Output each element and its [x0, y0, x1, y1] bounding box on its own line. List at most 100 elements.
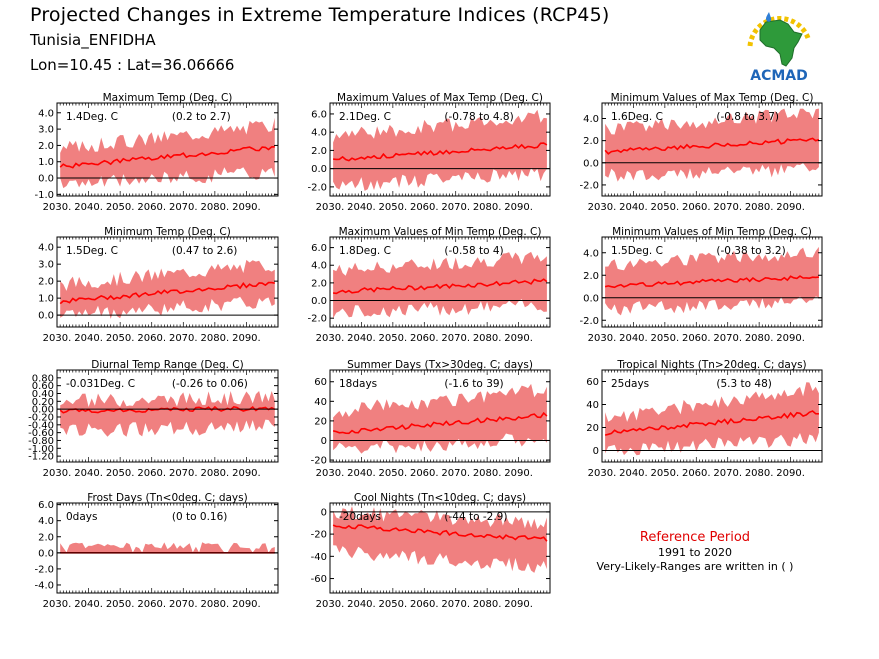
change-value: 0days: [66, 511, 97, 523]
page-title: Projected Changes in Extreme Temperature…: [30, 4, 610, 26]
y-tick-label: 6.0: [311, 243, 327, 254]
uncertainty-band: [333, 506, 547, 573]
reference-period-years: 1991 to 2020: [657, 546, 733, 559]
y-tick-label: 1.0: [38, 157, 54, 168]
uncertainty-band: [333, 251, 547, 319]
x-tick-label: 2040.: [347, 333, 376, 344]
likely-range: (-0.8 to 3.7): [716, 111, 779, 123]
x-tick-label: 2030.: [316, 468, 345, 479]
change-value: 1.6Deg. C: [611, 111, 663, 123]
x-tick-label: 2060.: [682, 333, 711, 344]
x-tick-label: 2070.: [169, 468, 198, 479]
x-tick-label: 2090.: [776, 333, 805, 344]
x-tick-label: 2040.: [347, 202, 376, 213]
x-tick-label: 2080.: [201, 333, 230, 344]
africa-map-icon: [759, 19, 803, 67]
station-name: Tunisia_ENFIDHA: [30, 31, 156, 49]
x-tick-label: 2090.: [776, 202, 805, 213]
x-tick-label: 2080.: [745, 468, 774, 479]
y-tick-label: -20: [311, 530, 327, 541]
x-tick-label: 2080.: [473, 202, 502, 213]
chart-title: Summer Days (Tx>30deg. C; days): [347, 359, 533, 371]
reference-period-box: Reference Period 1991 to 2020 Very-Likel…: [590, 530, 800, 573]
x-tick-label: 2050.: [651, 202, 680, 213]
station-coordinates: Lon=10.45 : Lat=36.06666: [30, 56, 235, 74]
uncertainty-band: [60, 117, 275, 189]
chart-title: Minimum Values of Max Temp (Deg. C): [611, 92, 814, 104]
y-tick-label: 4.0: [311, 128, 327, 139]
y-tick-label: 4.0: [583, 248, 599, 259]
chart-title: Minimum Temp (Deg. C): [104, 226, 231, 238]
likely-range: (-44 to -2.9): [444, 511, 507, 523]
x-tick-label: 2030.: [43, 599, 72, 610]
reference-period-note: Very-Likely-Ranges are written in ( ): [596, 560, 794, 573]
x-tick-label: 2070.: [713, 468, 742, 479]
x-tick-label: 2080.: [201, 202, 230, 213]
likely-range: (-0.58 to 4): [444, 245, 503, 257]
y-tick-label: 1.0: [38, 294, 54, 305]
x-tick-label: 2040.: [74, 599, 103, 610]
chart-panel: 6.0 4.0 2.0 0.0 -2.0 -4.0 2030. 2040. 2050. 2060.…: [34, 492, 279, 610]
chart-title: Cool Nights (Tn<10deg. C; days): [354, 492, 526, 504]
x-tick-label: 2040.: [619, 468, 648, 479]
y-tick-label: 0.0: [583, 293, 599, 304]
x-tick-label: 2060.: [137, 599, 166, 610]
likely-range: (-1.6 to 39): [444, 378, 503, 390]
y-tick-label: 2.0: [38, 141, 54, 152]
y-tick-label: -4.0: [34, 580, 54, 591]
x-tick-label: 2080.: [473, 468, 502, 479]
uncertainty-band: [60, 259, 275, 319]
x-tick-label: 2080.: [473, 333, 502, 344]
x-tick-label: 2050.: [106, 468, 135, 479]
y-tick-label: 4.0: [583, 114, 599, 125]
x-tick-label: 2030.: [316, 599, 345, 610]
x-tick-label: 2060.: [682, 468, 711, 479]
change-value: 1.8Deg. C: [339, 245, 391, 257]
x-tick-label: 2050.: [651, 333, 680, 344]
chart-title: Maximum Values of Max Temp (Deg. C): [337, 92, 543, 104]
x-tick-label: 2050.: [379, 202, 408, 213]
x-tick-label: 2060.: [682, 202, 711, 213]
x-tick-label: 2060.: [410, 468, 439, 479]
likely-range: (-0.78 to 4.8): [444, 111, 513, 123]
y-tick-label: 60: [586, 377, 599, 388]
uncertainty-band: [333, 383, 547, 454]
x-tick-label: 2070.: [713, 202, 742, 213]
change-value: 1.4Deg. C: [66, 111, 118, 123]
x-tick-label: 2090.: [232, 333, 261, 344]
y-tick-label: 2.0: [311, 278, 327, 289]
y-tick-label: -0.40: [28, 420, 54, 431]
uncertainty-band: [60, 391, 275, 437]
likely-range: (0.47 to 2.6): [172, 245, 238, 257]
change-value: -0.031Deg. C: [66, 378, 135, 390]
y-tick-label: 6.0: [38, 500, 54, 511]
y-tick-label: -2.0: [579, 180, 599, 191]
y-tick-label: -2.0: [34, 564, 54, 575]
x-tick-label: 2030.: [43, 468, 72, 479]
y-tick-label: 2.0: [38, 277, 54, 288]
likely-range: (0.2 to 2.7): [172, 111, 231, 123]
x-tick-label: 2070.: [169, 202, 198, 213]
y-tick-label: -0.20: [28, 412, 54, 423]
y-tick-label: -1.20: [28, 452, 54, 463]
y-tick-label: 0.40: [32, 389, 54, 400]
x-tick-label: 2040.: [347, 599, 376, 610]
y-tick-label: 3.0: [38, 125, 54, 136]
x-tick-label: 2030.: [588, 333, 617, 344]
chart-panel: 0 -20 -40 -60 2030. 2040. 2050. 2060. 2070. 2080.…: [311, 492, 551, 610]
likely-range: (-0.38 to 3.2): [716, 245, 785, 257]
x-tick-label: 2030.: [316, 202, 345, 213]
x-tick-label: 2080.: [745, 333, 774, 344]
median-line: [604, 137, 820, 155]
x-tick-label: 2050.: [106, 202, 135, 213]
y-tick-label: 4.0: [38, 243, 54, 254]
y-tick-label: 2.0: [583, 136, 599, 147]
median-line: [59, 146, 275, 169]
x-tick-label: 2040.: [347, 468, 376, 479]
x-tick-label: 2040.: [619, 202, 648, 213]
x-tick-label: 2070.: [169, 333, 198, 344]
median-line: [332, 411, 548, 435]
y-tick-label: 0.0: [38, 174, 54, 185]
